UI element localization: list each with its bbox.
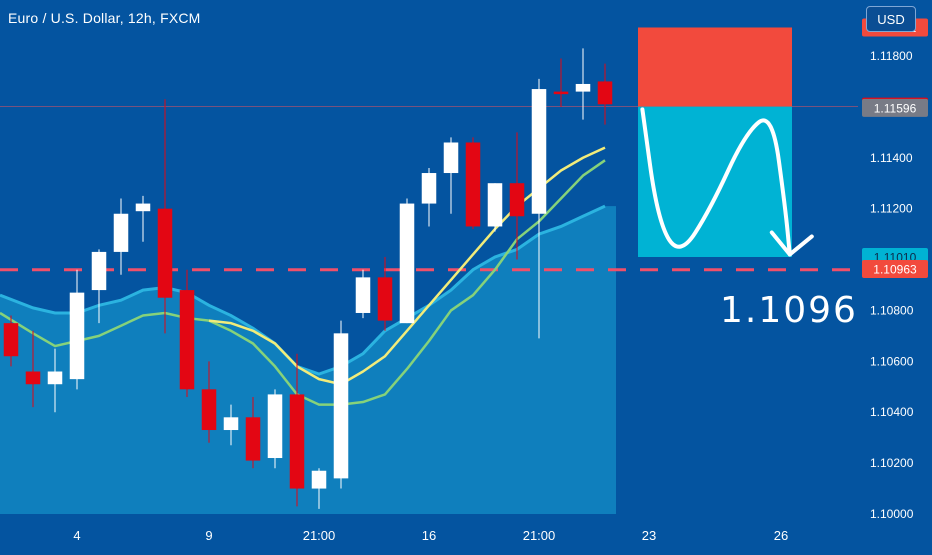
candle-body bbox=[179, 290, 195, 390]
candle-body bbox=[531, 89, 547, 214]
chart-title: Euro / U.S. Dollar, 12h, FXCM bbox=[8, 10, 201, 26]
candle[interactable] bbox=[3, 315, 19, 367]
y-tick-label: 1.10200 bbox=[870, 456, 914, 470]
x-tick-label: 9 bbox=[205, 528, 212, 543]
candle[interactable] bbox=[267, 389, 283, 469]
candle[interactable] bbox=[25, 330, 41, 408]
candle-body bbox=[47, 371, 63, 385]
price-label-bg bbox=[862, 259, 928, 278]
y-tick-label: 1.10000 bbox=[870, 507, 914, 521]
x-tick-label: 26 bbox=[774, 528, 788, 543]
candle[interactable] bbox=[465, 137, 481, 230]
y-tick-label: 1.10400 bbox=[870, 405, 914, 419]
target-price-label: 1.1096 bbox=[720, 290, 858, 331]
x-tick-label: 21:00 bbox=[523, 528, 556, 543]
candle-body bbox=[399, 203, 415, 324]
candle-body bbox=[157, 208, 173, 298]
candle[interactable] bbox=[289, 353, 305, 507]
candle[interactable] bbox=[531, 78, 547, 339]
candle[interactable] bbox=[597, 63, 613, 125]
candle-body bbox=[113, 213, 129, 252]
candle-body bbox=[25, 371, 41, 385]
area-band bbox=[0, 206, 616, 514]
price-label-text: 1.11596 bbox=[874, 101, 917, 115]
y-tick-label: 1.11800 bbox=[870, 49, 913, 63]
candle-body bbox=[377, 277, 393, 321]
candle[interactable] bbox=[135, 195, 151, 242]
candle-body bbox=[135, 203, 151, 212]
currency-button[interactable]: USD bbox=[866, 6, 916, 32]
candle[interactable] bbox=[201, 361, 217, 443]
candle[interactable] bbox=[113, 198, 129, 275]
candle-body bbox=[3, 323, 19, 357]
stop-loss-zone[interactable] bbox=[638, 27, 792, 107]
candle-body bbox=[465, 142, 481, 227]
candle[interactable] bbox=[509, 132, 525, 260]
arrow-down-icon bbox=[769, 230, 814, 257]
candle[interactable] bbox=[179, 269, 195, 397]
candle-body bbox=[355, 277, 371, 313]
candle[interactable] bbox=[399, 198, 415, 324]
candle[interactable] bbox=[91, 249, 107, 324]
candle[interactable] bbox=[553, 58, 569, 107]
candle-body bbox=[289, 394, 305, 489]
candle[interactable] bbox=[157, 99, 173, 334]
candle-body bbox=[267, 394, 283, 459]
price-label: 1.10963 bbox=[862, 259, 928, 278]
y-tick-label: 1.11200 bbox=[870, 202, 913, 216]
price-label-text: 1.10963 bbox=[873, 262, 917, 276]
price-label: 1.11596 bbox=[862, 98, 928, 117]
candle-body bbox=[69, 292, 85, 380]
candle-body bbox=[223, 417, 239, 431]
y-tick-label: 1.11400 bbox=[870, 151, 913, 165]
candle[interactable] bbox=[355, 269, 371, 319]
candle[interactable] bbox=[223, 404, 239, 446]
candle[interactable] bbox=[311, 468, 327, 509]
candle-body bbox=[91, 251, 107, 291]
candle-body bbox=[421, 173, 437, 204]
candle[interactable] bbox=[69, 269, 85, 390]
candle[interactable] bbox=[487, 183, 503, 232]
candle[interactable] bbox=[333, 320, 349, 489]
candle-body bbox=[201, 389, 217, 431]
candle-body bbox=[575, 83, 591, 92]
candle-body bbox=[597, 81, 613, 105]
candle-body bbox=[245, 417, 261, 461]
x-tick-label: 16 bbox=[422, 528, 436, 543]
candle-body bbox=[311, 470, 327, 489]
x-tick-label: 23 bbox=[642, 528, 656, 543]
candle-body bbox=[553, 91, 569, 95]
candle[interactable] bbox=[245, 396, 261, 469]
price-label-bg bbox=[862, 98, 928, 117]
x-tick-label: 21:00 bbox=[303, 528, 336, 543]
x-tick-label: 4 bbox=[73, 528, 80, 543]
y-tick-label: 1.10600 bbox=[870, 354, 914, 368]
candle[interactable] bbox=[575, 48, 591, 120]
candle[interactable] bbox=[421, 167, 437, 227]
projection-path bbox=[640, 107, 792, 257]
candle-body bbox=[487, 183, 503, 227]
take-profit-zone[interactable] bbox=[638, 106, 792, 258]
candle-body bbox=[509, 183, 525, 217]
ma-slow-line bbox=[0, 159, 606, 406]
candle-body bbox=[443, 142, 459, 174]
candle[interactable] bbox=[47, 348, 63, 413]
candle[interactable] bbox=[443, 137, 459, 214]
y-tick-label: 1.10800 bbox=[870, 303, 914, 317]
candle[interactable] bbox=[377, 257, 393, 331]
candle-body bbox=[333, 333, 349, 479]
